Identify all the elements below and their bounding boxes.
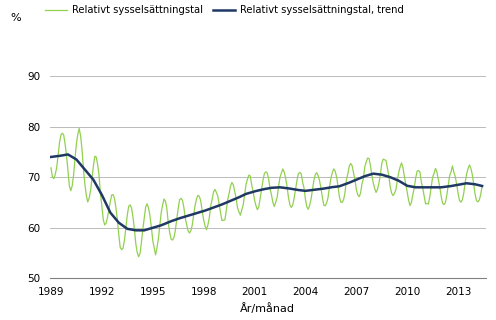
Relativt sysselsättningstal bbox=[431, 172, 437, 175]
Relativt sysselsättningstal, trend bbox=[65, 153, 71, 156]
X-axis label: År/månad: År/månad bbox=[241, 303, 295, 314]
Relativt sysselsättningstal bbox=[135, 255, 141, 259]
Relativt sysselsättningstal bbox=[479, 184, 485, 188]
Relativt sysselsättningstal, trend bbox=[253, 189, 259, 193]
Relativt sysselsättningstal, trend bbox=[431, 185, 437, 189]
Relativt sysselsättningstal bbox=[202, 224, 208, 228]
Text: %: % bbox=[10, 13, 20, 23]
Relativt sysselsättningstal, trend bbox=[479, 184, 485, 188]
Relativt sysselsättningstal bbox=[349, 164, 355, 167]
Relativt sysselsättningstal, trend bbox=[48, 155, 54, 159]
Relativt sysselsättningstal bbox=[48, 166, 54, 170]
Relativt sysselsättningstal, trend bbox=[349, 180, 355, 183]
Line: Relativt sysselsättningstal: Relativt sysselsättningstal bbox=[51, 128, 482, 257]
Line: Relativt sysselsättningstal, trend: Relativt sysselsättningstal, trend bbox=[51, 155, 482, 230]
Relativt sysselsättningstal bbox=[76, 126, 82, 130]
Legend: Relativt sysselsättningstal, Relativt sysselsättningstal, trend: Relativt sysselsättningstal, Relativt sy… bbox=[45, 5, 404, 15]
Relativt sysselsättningstal, trend bbox=[133, 228, 139, 232]
Relativt sysselsättningstal, trend bbox=[363, 174, 369, 178]
Relativt sysselsättningstal, trend bbox=[202, 209, 208, 212]
Relativt sysselsättningstal bbox=[189, 223, 195, 227]
Relativt sysselsättningstal bbox=[363, 160, 369, 164]
Relativt sysselsättningstal bbox=[253, 204, 259, 207]
Relativt sysselsättningstal, trend bbox=[189, 212, 195, 216]
